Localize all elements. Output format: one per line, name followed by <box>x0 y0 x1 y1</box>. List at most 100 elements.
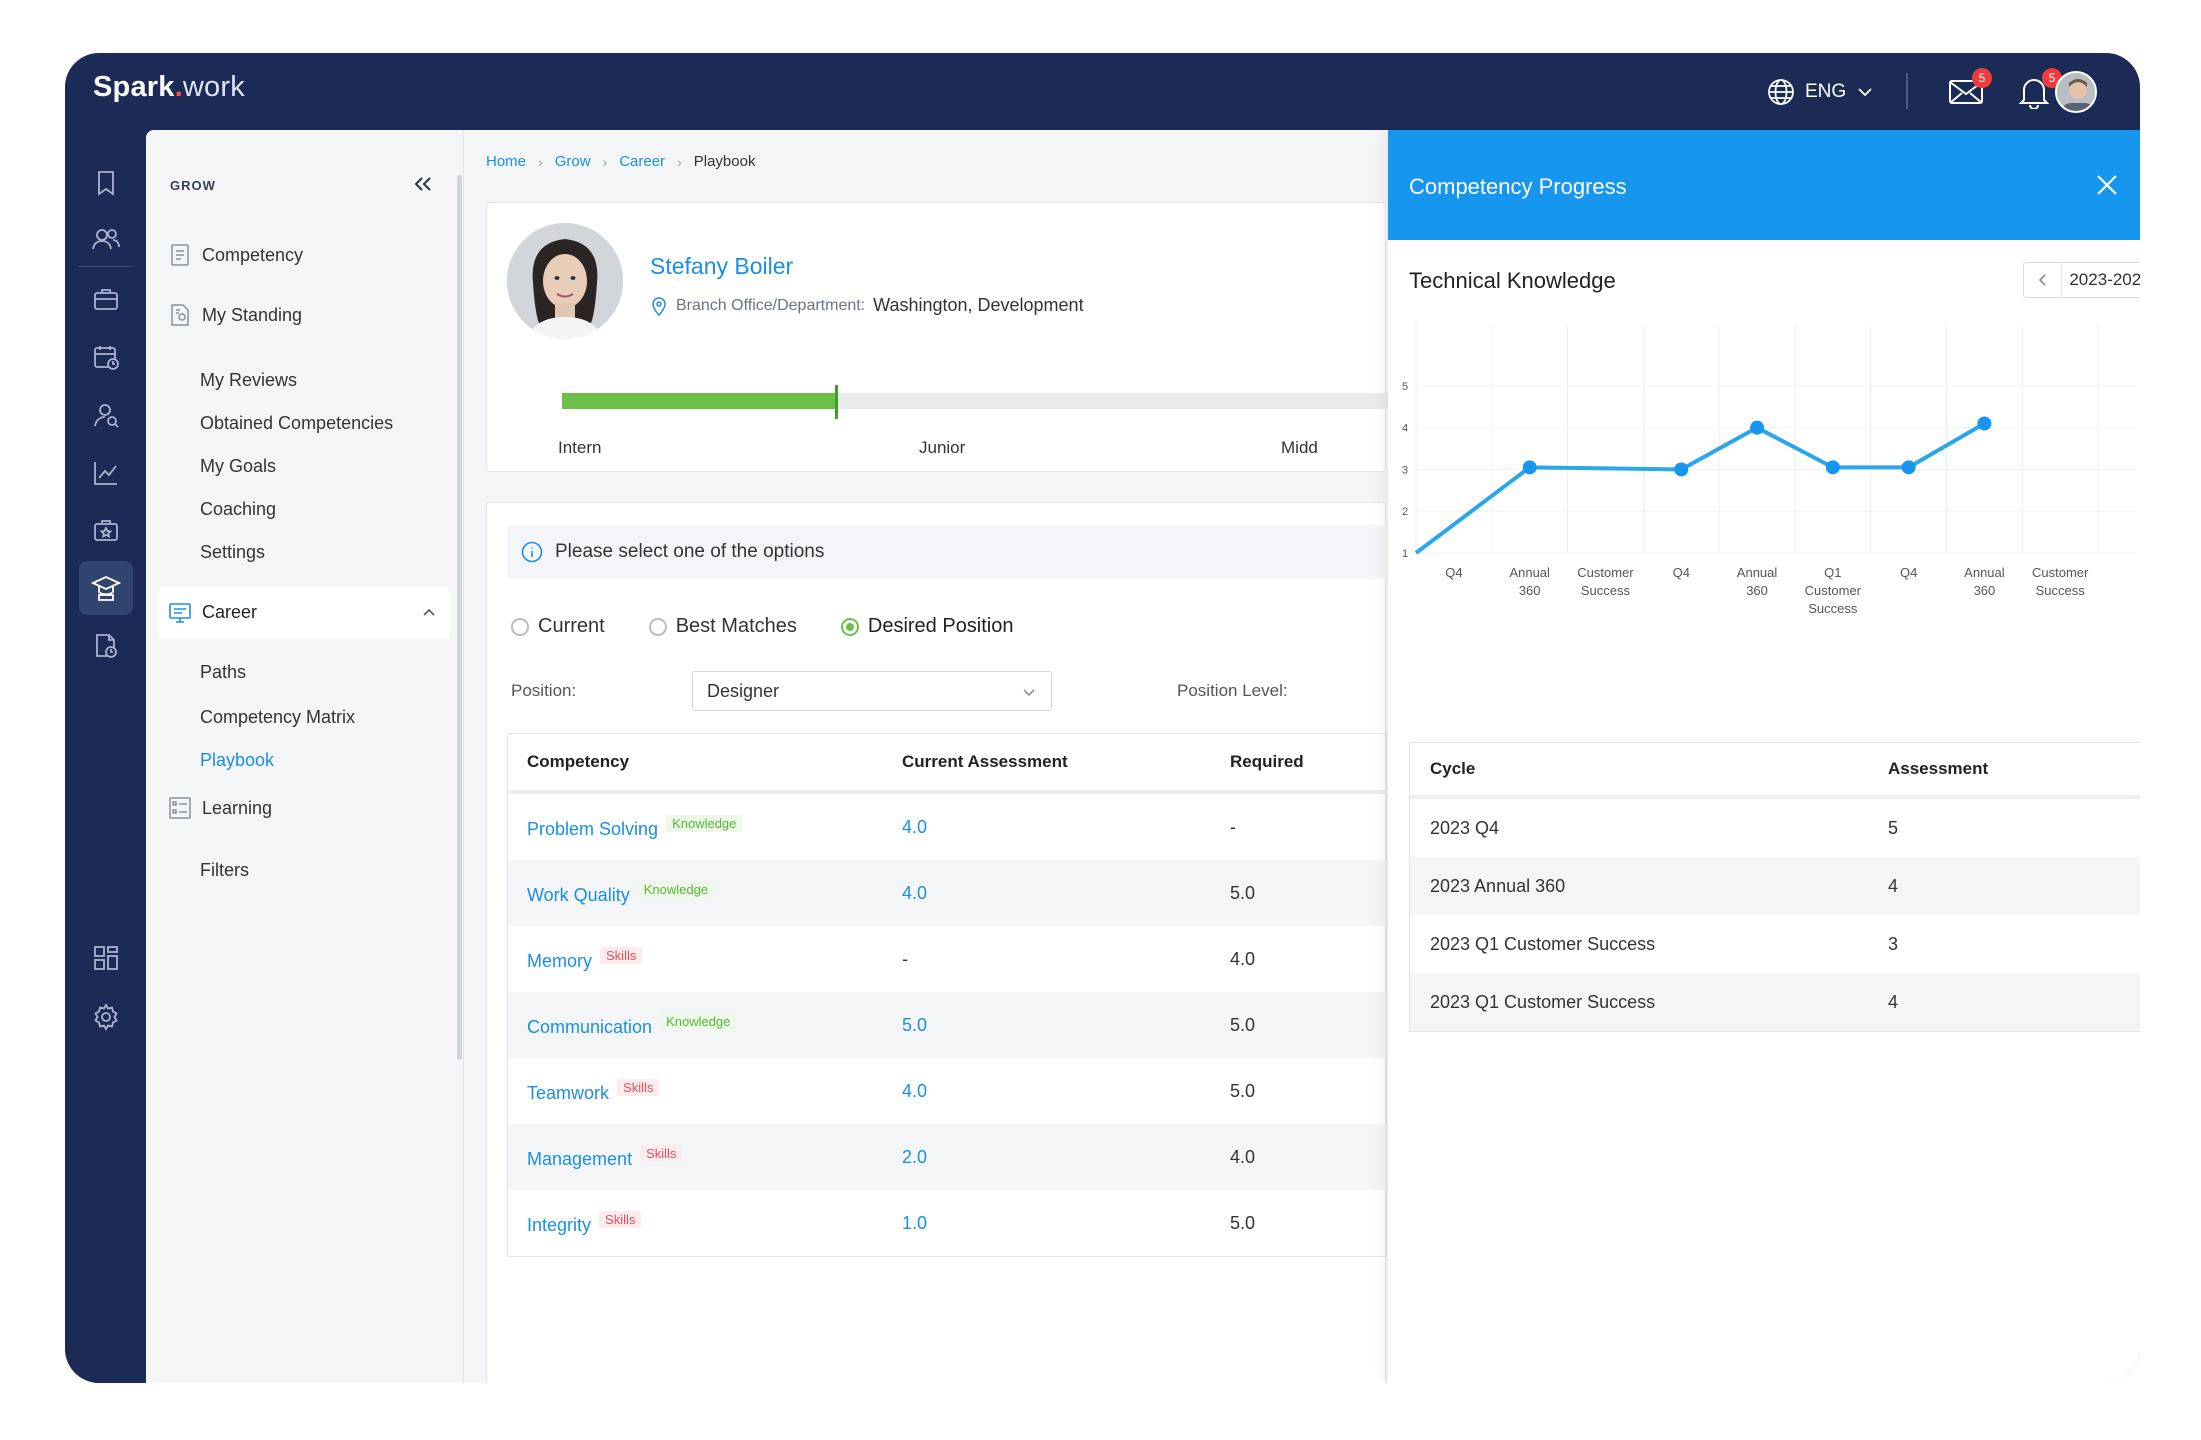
assessment-cell: 5 <box>1888 817 1899 838</box>
radio-desired-position[interactable]: Desired Position <box>840 615 1014 638</box>
sidebar-item-settings[interactable]: Settings <box>200 542 266 562</box>
notifications-button[interactable]: 5 <box>2018 68 2062 110</box>
data-point[interactable] <box>1825 460 1840 475</box>
radio-circle <box>648 617 667 636</box>
grow-sidebar: GROW Competency My Standing My Reviews O… <box>146 130 464 1383</box>
rail-settings[interactable] <box>79 990 133 1044</box>
column-header: Competency <box>527 752 630 771</box>
chevron-down-icon <box>1858 88 1872 97</box>
collapse-sidebar-button[interactable] <box>408 169 438 199</box>
close-icon <box>2097 175 2117 195</box>
competency-name-link[interactable]: Communication <box>527 1016 653 1037</box>
current-assessment-value[interactable]: 2.0 <box>902 1146 928 1167</box>
sidebar-item-my-goals[interactable]: My Goals <box>200 456 277 476</box>
data-point[interactable] <box>1977 416 1992 431</box>
competency-name-link[interactable]: Work Quality <box>527 884 630 905</box>
sidebar-item-label: Learning <box>202 797 273 818</box>
competency-name-link[interactable]: Integrity <box>527 1214 592 1235</box>
employee-name[interactable]: Stefany Boiler <box>650 253 794 279</box>
sidebar-item-paths[interactable]: Paths <box>200 662 247 682</box>
chevron-down-icon <box>1023 689 1035 697</box>
sidebar-title: GROW <box>170 178 216 193</box>
breadcrumb-separator: › <box>677 153 682 170</box>
language-selector[interactable]: ENG <box>1767 75 1874 109</box>
sidebar-item-playbook[interactable]: Playbook <box>200 750 275 770</box>
competency-name-link[interactable]: Problem Solving <box>527 818 659 839</box>
competency-type-tag: Skills <box>617 1078 660 1096</box>
sidebar-item-career[interactable]: Career <box>158 587 450 639</box>
previous-year-button[interactable] <box>2024 263 2061 297</box>
checkbox-list-icon <box>169 797 191 819</box>
data-point[interactable] <box>1522 460 1537 475</box>
data-point[interactable] <box>1901 460 1916 475</box>
rail-calendar[interactable] <box>79 330 133 384</box>
rail-analytics[interactable] <box>79 446 133 500</box>
chevron-up-icon <box>423 608 435 616</box>
breadcrumb-grow[interactable]: Grow <box>554 153 591 170</box>
rail-jobs[interactable] <box>79 272 133 326</box>
main-area: GROW Competency My Standing My Reviews O… <box>146 130 2140 1383</box>
required-value: 4.0 <box>1230 1146 1256 1167</box>
graduation-cap-icon <box>91 576 121 601</box>
rail-bookmarks[interactable] <box>79 156 133 210</box>
sidebar-item-competency-matrix[interactable]: Competency Matrix <box>200 707 356 727</box>
user-search-icon <box>94 404 119 428</box>
sidebar-item-learning[interactable]: Learning <box>168 796 272 820</box>
position-mode-radios: Current Best Matches Desired Position <box>511 615 1014 638</box>
rail-profile[interactable] <box>79 388 133 442</box>
competency-name-link[interactable]: Management <box>527 1148 633 1169</box>
sidebar-scrollbar[interactable] <box>457 175 462 1060</box>
icon-rail <box>65 130 146 1383</box>
rail-favorites[interactable] <box>79 503 133 557</box>
data-point[interactable] <box>1750 420 1765 435</box>
radio-best-matches[interactable]: Best Matches <box>648 615 797 638</box>
competency-name-link[interactable]: Teamwork <box>527 1082 610 1103</box>
sidebar-item-competency[interactable]: Competency <box>168 243 303 267</box>
profile-photo <box>507 223 623 339</box>
sidebar-item-filters[interactable]: Filters <box>200 860 249 880</box>
user-avatar[interactable] <box>2055 71 2097 113</box>
radio-label: Desired Position <box>867 615 1014 637</box>
messages-button[interactable]: 5 <box>1948 68 1992 109</box>
competency-name-link[interactable]: Memory <box>527 950 593 971</box>
year-picker: 2023-2024 <box>2023 262 2140 298</box>
current-assessment-value[interactable]: 4.0 <box>902 882 928 903</box>
profile-card: Stefany Boiler Branch Office/Department:… <box>486 202 1392 472</box>
assessment-cell: 3 <box>1888 933 1899 954</box>
current-assessment-value[interactable]: 4.0 <box>902 1080 928 1101</box>
sidebar-item-my-reviews[interactable]: My Reviews <box>200 370 298 390</box>
position-select[interactable]: Designer <box>692 671 1052 711</box>
rail-dashboard[interactable] <box>79 931 133 985</box>
rail-reports[interactable] <box>79 619 133 673</box>
table-header: Cycle Assessment <box>1410 743 2140 799</box>
app-logo[interactable]: Spark.work <box>93 71 245 103</box>
sidebar-item-obtained-competencies[interactable]: Obtained Competencies <box>200 413 394 433</box>
current-assessment-value[interactable]: 4.0 <box>902 816 928 837</box>
assessment-cell: 4 <box>1888 875 1899 896</box>
x-tick-label: Annual <box>1509 565 1550 580</box>
sidebar-item-coaching[interactable]: Coaching <box>200 499 277 519</box>
sidebar-item-my-standing[interactable]: My Standing <box>168 303 302 327</box>
radio-circle-selected <box>840 617 859 636</box>
rail-people[interactable] <box>79 212 133 266</box>
current-assessment-value[interactable]: 1.0 <box>902 1212 928 1233</box>
level-junior: Junior <box>919 438 966 457</box>
x-tick-label: Q4 <box>1900 565 1917 580</box>
career-progress-track <box>562 385 1392 419</box>
radio-current[interactable]: Current <box>511 615 605 638</box>
data-point[interactable] <box>1674 462 1689 477</box>
rail-grow[interactable] <box>79 561 133 615</box>
table-row: Management Skills 2.0 4.0 <box>508 1124 1386 1190</box>
breadcrumb-home[interactable]: Home <box>486 153 527 170</box>
x-tick-label: 360 <box>1746 583 1768 598</box>
sidebar-item-label: Career <box>202 602 258 622</box>
x-tick-label: Customer <box>2032 565 2089 580</box>
location-pin-icon <box>652 296 666 316</box>
grid-icon <box>94 946 118 970</box>
close-panel-button[interactable] <box>2094 172 2120 198</box>
current-assessment-value[interactable]: 5.0 <box>902 1014 928 1035</box>
breadcrumb-career[interactable]: Career <box>619 153 666 170</box>
progress-line-chart: 1 2 3 4 5 Q4 Annual 360 Customer Success Q4 Annual 3… <box>1402 325 2136 616</box>
position-label: Position: <box>511 681 577 700</box>
content-area: Home › Grow › Career › Playbook Stefany … <box>464 130 2140 1383</box>
